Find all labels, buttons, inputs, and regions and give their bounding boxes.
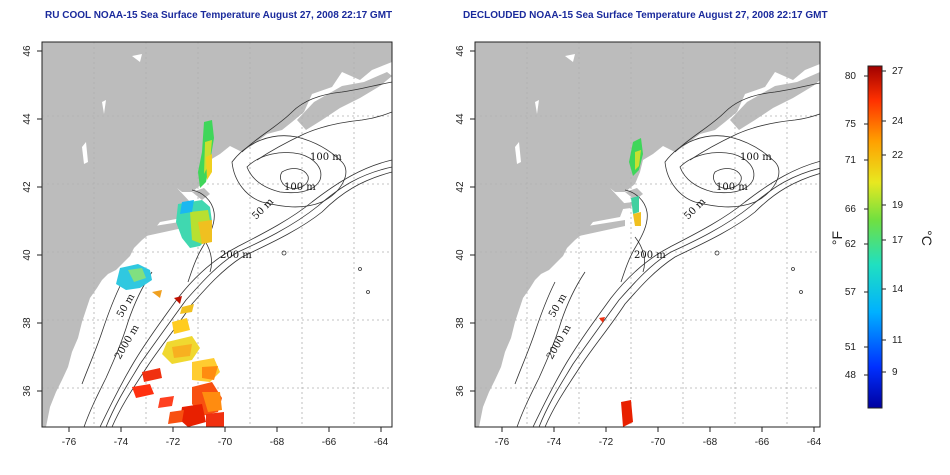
- colorbar-c-tick-label: 27: [892, 66, 904, 77]
- colorbar-c-tick-label: 22: [892, 150, 904, 161]
- right-contour-label: 100 m: [716, 182, 748, 193]
- colorbar-c-tick-label: 24: [892, 116, 904, 127]
- left-y-tick-label: 42: [22, 181, 33, 193]
- left-x-tick-label: -68: [270, 437, 285, 448]
- temperature-colorbar: 80 75 71 66 62 57 51 48 27 24 22 19 17 14 11 9 °F °C: [829, 65, 935, 409]
- right-x-tick-label: -64: [807, 437, 822, 448]
- right-x-tick-label: -76: [495, 437, 510, 448]
- colorbar-f-tick-label: 57: [845, 287, 857, 298]
- right-x-tick-label: -74: [547, 437, 562, 448]
- left-x-tick-label: -66: [322, 437, 337, 448]
- left-map-title: RU COOL NOAA-15 Sea Surface Temperature …: [45, 10, 393, 21]
- left-sst-overlay: [116, 120, 224, 427]
- colorbar-c-tick-label: 11: [892, 335, 903, 346]
- right-y-tick-label: 42: [455, 181, 466, 193]
- left-map-axes: -76 -74 -72 -70 -68 -66 -64 36 38 40 42 44 46: [22, 45, 389, 448]
- left-y-tick-label: 38: [22, 317, 33, 329]
- colorbar-gradient: [867, 65, 883, 409]
- right-y-tick-label: 40: [455, 249, 466, 261]
- right-x-tick-label: -72: [599, 437, 614, 448]
- right-y-tick-label: 46: [455, 45, 466, 57]
- fahrenheit-unit-label: °F: [829, 231, 845, 245]
- colorbar-c-tick-label: 17: [892, 235, 904, 246]
- right-contour-label: 100 m: [740, 152, 772, 163]
- left-x-tick-label: -72: [166, 437, 181, 448]
- left-map-panel: [41, 41, 393, 428]
- right-map-frame: [474, 41, 821, 428]
- left-y-tick-label: 36: [22, 385, 33, 397]
- colorbar-f-tick-label: 51: [845, 342, 857, 353]
- left-map-frame: [41, 41, 393, 428]
- left-contour-label: 100 m: [310, 152, 342, 163]
- colorbar-f-tick-label: 66: [845, 204, 857, 215]
- celsius-unit-label: °C: [919, 230, 935, 246]
- left-x-tick-label: -64: [374, 437, 389, 448]
- right-sst-overlay: [599, 138, 643, 427]
- left-contour-label: 200 m: [220, 250, 252, 261]
- left-contour-label: 100 m: [284, 182, 316, 193]
- right-contour-label: 200 m: [634, 250, 666, 261]
- colorbar-c-tick-label: 14: [892, 284, 904, 295]
- right-map-axes: -76 -74 -72 -70 -68 -66 -64 36 38 40 42 44 46: [455, 45, 822, 448]
- colorbar-f-tick-label: 48: [845, 370, 857, 381]
- colorbar-ticks: 80 75 71 66 62 57 51 48 27 24 22 19 17 14 11 9: [845, 66, 904, 381]
- colorbar-c-tick-label: 9: [892, 367, 898, 378]
- right-x-tick-label: -66: [755, 437, 770, 448]
- right-map-title: DECLOUDED NOAA-15 Sea Surface Temperatur…: [463, 10, 828, 21]
- left-y-tick-label: 46: [22, 45, 33, 57]
- right-y-tick-label: 38: [455, 317, 466, 329]
- colorbar-f-tick-label: 75: [845, 119, 857, 130]
- right-x-tick-label: -70: [651, 437, 666, 448]
- right-map-panel: [474, 41, 821, 428]
- colorbar-f-tick-label: 71: [845, 155, 857, 166]
- right-y-tick-label: 44: [455, 113, 466, 125]
- right-x-tick-label: -68: [703, 437, 718, 448]
- colorbar-f-tick-label: 62: [845, 239, 857, 250]
- right-y-tick-label: 36: [455, 385, 466, 397]
- left-x-tick-label: -74: [114, 437, 129, 448]
- colorbar-c-tick-label: 19: [892, 200, 904, 211]
- left-x-tick-label: -76: [62, 437, 77, 448]
- left-y-tick-label: 40: [22, 249, 33, 261]
- colorbar-f-tick-label: 80: [845, 71, 857, 82]
- left-y-tick-label: 44: [22, 113, 33, 125]
- left-x-tick-label: -70: [218, 437, 233, 448]
